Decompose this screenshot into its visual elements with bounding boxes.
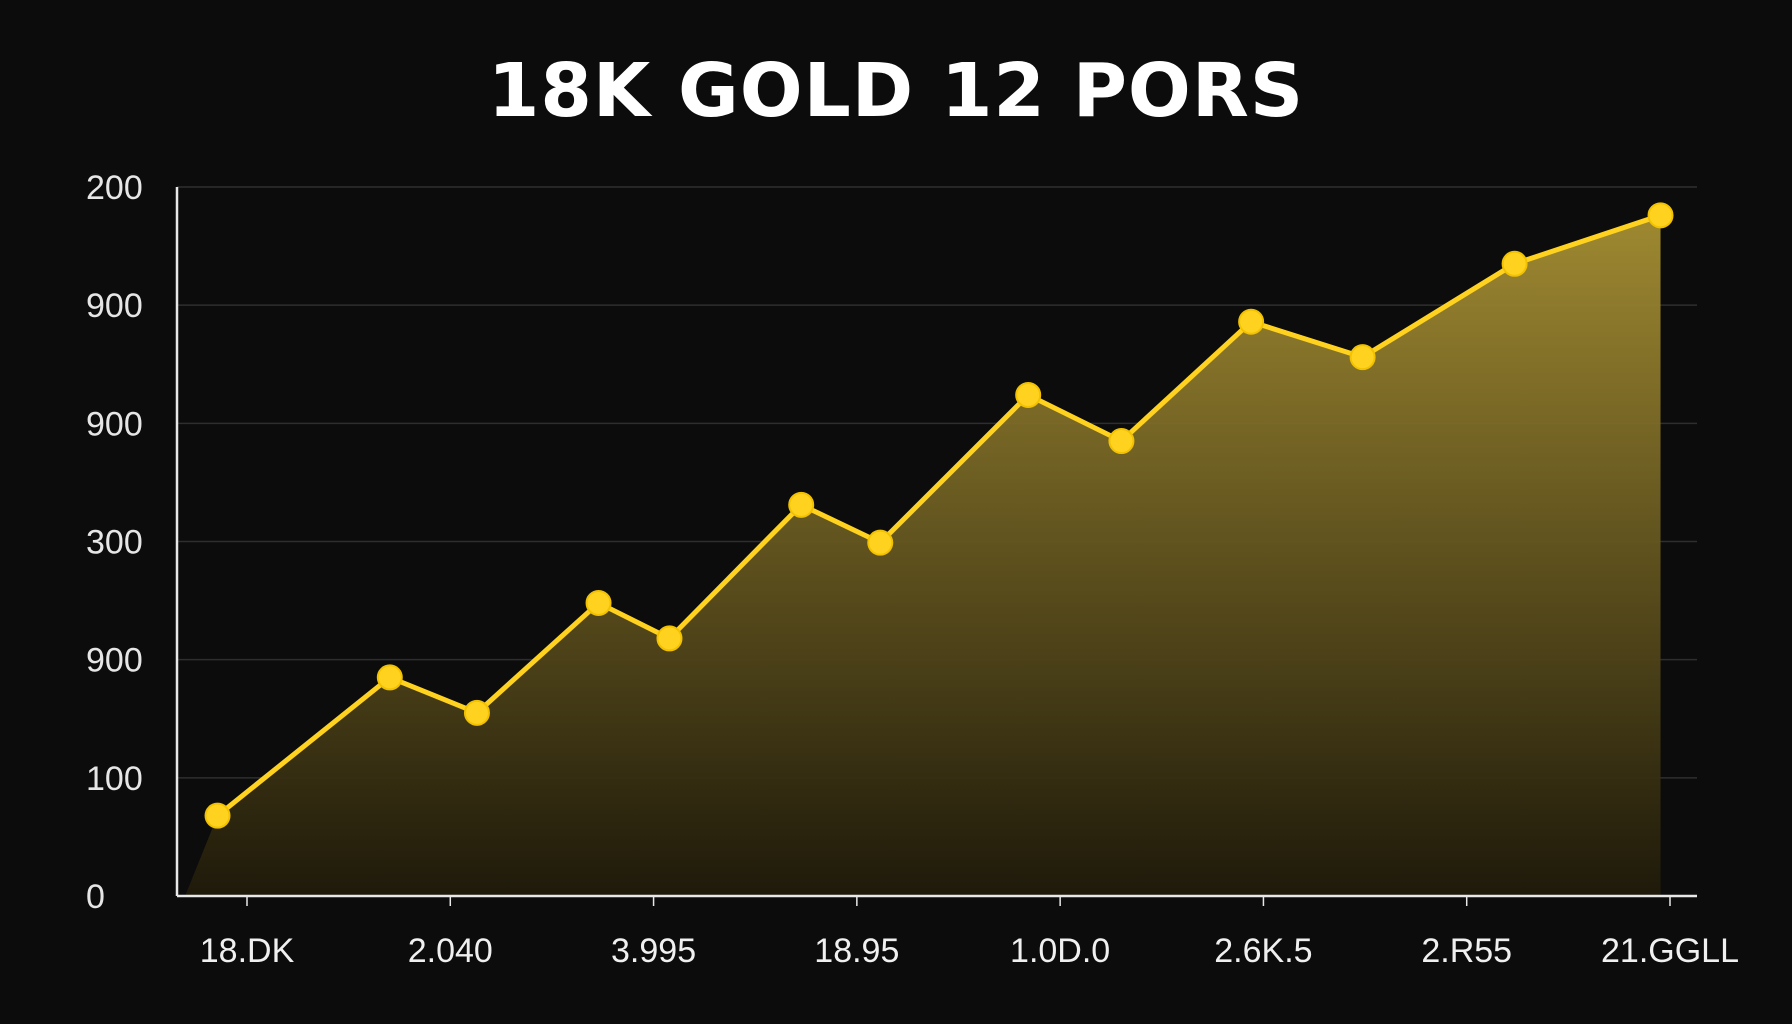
x-tick-label: 2.6K.5 <box>1214 932 1312 970</box>
data-point <box>656 625 683 652</box>
x-tick-label: 18.95 <box>814 932 899 970</box>
axes <box>175 187 1697 898</box>
data-point <box>463 699 490 726</box>
data-point <box>376 664 403 691</box>
y-tick-label: 300 <box>86 524 143 562</box>
y-tick-label: 900 <box>86 287 143 325</box>
x-tick-label: 1.0D.0 <box>1010 932 1110 970</box>
y-tick-label: 900 <box>86 642 143 680</box>
x-tick-label: 2.040 <box>408 932 493 970</box>
data-point <box>1501 250 1528 277</box>
area-fill-group <box>185 215 1661 897</box>
data-point <box>788 491 815 518</box>
data-point <box>1015 381 1042 408</box>
chart-title: 18K GOLD 12 PORS <box>487 48 1305 134</box>
x-tick-labels: 18.DK 2.040 3.995 18.95 1.0D.0 2.6K.5 2.R55 21.… <box>200 896 1739 970</box>
data-point <box>1108 428 1135 455</box>
data-points <box>204 202 1674 829</box>
y-tick-label: 200 <box>86 169 143 207</box>
y-tick-label: 0 <box>86 878 105 916</box>
x-tick-label: 2.R55 <box>1421 932 1512 970</box>
x-tick-label: 21.GGLL <box>1601 932 1739 970</box>
data-point <box>204 802 231 829</box>
data-point <box>867 529 894 556</box>
data-point <box>1349 344 1376 371</box>
y-tick-label: 100 <box>86 760 143 798</box>
data-point <box>1647 202 1674 229</box>
x-tick-label: 18.DK <box>200 932 295 970</box>
x-tick-label: 3.995 <box>611 932 696 970</box>
area-fill <box>185 215 1661 897</box>
data-point <box>1238 308 1265 335</box>
y-tick-labels: 0 100 900 300 900 900 200 <box>86 169 143 916</box>
y-tick-label: 900 <box>86 405 143 443</box>
data-point <box>585 589 612 616</box>
